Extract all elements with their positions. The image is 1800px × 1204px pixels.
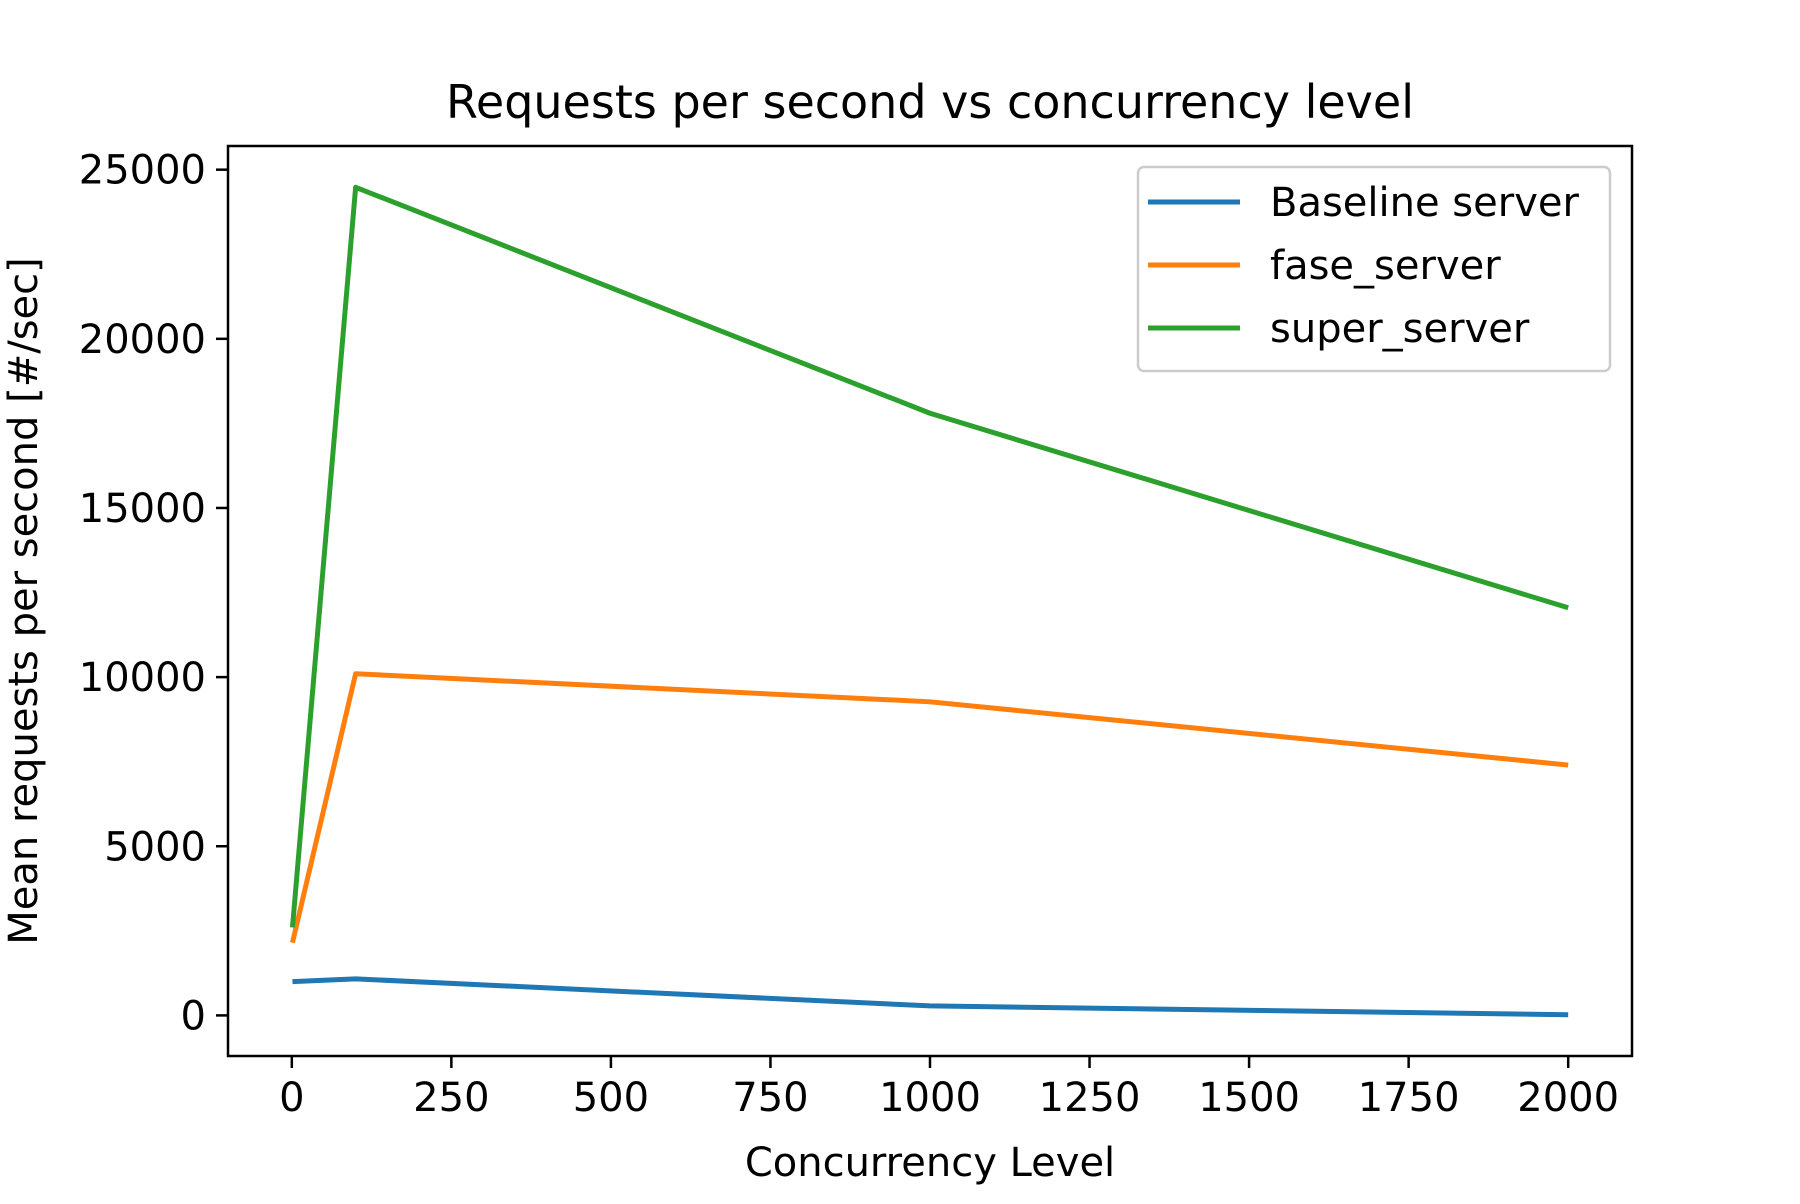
x-tick-label: 1000 <box>879 1075 981 1121</box>
y-tick-label: 10000 <box>79 655 206 701</box>
chart-title: Requests per second vs concurrency level <box>446 75 1414 129</box>
plot-lines <box>289 184 1569 1018</box>
x-tick-label: 750 <box>732 1075 808 1121</box>
x-tick-label: 0 <box>279 1075 304 1121</box>
legend: Baseline server fase_server super_server <box>1136 165 1612 373</box>
series-line-0 <box>292 976 1569 1018</box>
x-tick-label: 2000 <box>1517 1075 1619 1121</box>
x-axis-ticks: 0 250 500 750 1000 1250 1500 1750 2000 <box>279 1056 1619 1121</box>
y-axis-label: Mean requests per second [#/sec] <box>1 257 47 944</box>
legend-label: super_server <box>1270 306 1530 352</box>
legend-box <box>1136 165 1612 373</box>
x-tick-label: 1500 <box>1198 1075 1300 1121</box>
x-tick-label: 1250 <box>1039 1075 1141 1121</box>
x-tick-label: 1750 <box>1358 1075 1460 1121</box>
y-tick-label: 5000 <box>104 824 206 870</box>
y-tick-label: 20000 <box>79 317 206 363</box>
legend-items: Baseline server fase_server super_server <box>1148 180 1579 352</box>
y-axis-ticks: 0 5000 10000 15000 20000 25000 <box>79 148 228 1039</box>
x-tick-label: 250 <box>413 1075 489 1121</box>
series-line-2 <box>289 184 1569 928</box>
x-tick-label: 500 <box>573 1075 649 1121</box>
y-tick-label: 0 <box>181 993 206 1039</box>
legend-label: Baseline server <box>1270 180 1579 226</box>
legend-label: fase_server <box>1270 243 1501 289</box>
y-tick-label: 15000 <box>79 486 206 532</box>
y-tick-label: 25000 <box>79 148 206 194</box>
series-line-1 <box>290 671 1569 944</box>
x-axis-label: Concurrency Level <box>745 1140 1115 1186</box>
